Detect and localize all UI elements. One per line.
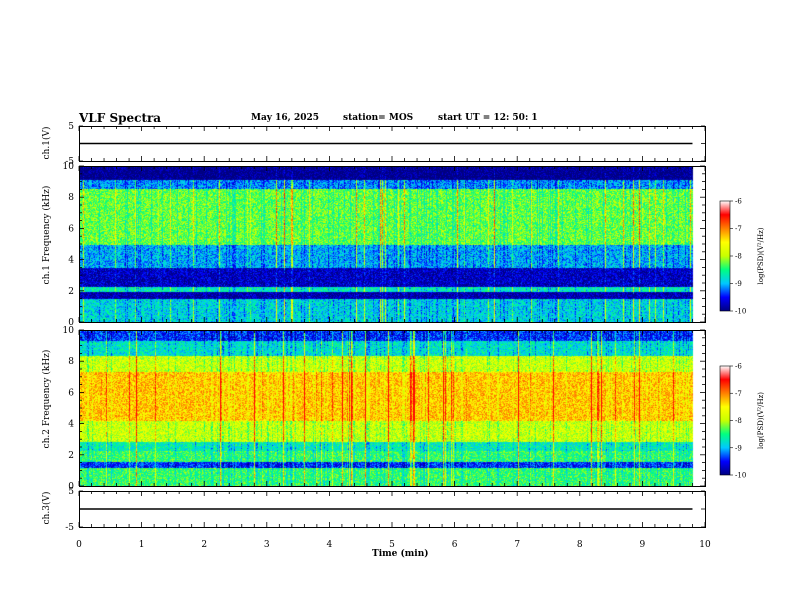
y-tick-label: 10 [63,162,75,172]
colorbar [719,200,731,312]
y-tick-label: 0 [68,482,74,492]
colorbar-label: log(PSD)(V²/Hz) [757,227,765,284]
colorbar-tick-label: -10 [735,308,746,316]
colorbar-label: log(PSD)(V²/Hz) [757,392,765,449]
y-tick-label: 6 [68,388,74,398]
y-tick-label: 2 [68,287,74,297]
ch2-spectrogram-image [80,331,694,486]
y-tick-label: 4 [68,420,74,430]
colorbar-tick-label: -10 [735,472,746,480]
station-label: station= MOS [343,113,414,123]
x-tick-label: 0 [76,540,82,550]
colorbar-tick-label: -9 [735,280,742,288]
colorbar-tick-label: -8 [735,417,742,425]
y-tick-label: 5 [68,122,74,132]
colorbar [719,365,731,476]
y-tick-label: -5 [65,523,74,533]
y-tick-label: 8 [68,193,74,203]
y-tick-label: 2 [68,451,74,461]
y-tick-label: 6 [68,224,74,234]
start-time-label: start UT = 12: 50: 1 [438,113,538,123]
ch1-spectrogram-image [80,167,694,322]
date-label: May 16, 2025 [251,113,319,123]
y-tick-label: 10 [63,326,75,336]
x-tick-label: 10 [699,540,711,550]
x-axis-label: Time (min) [372,549,429,559]
x-tick-label: 7 [514,540,520,550]
y-tick-label: 8 [68,357,74,367]
ch1-spectrogram-panel [79,166,706,323]
y-tick-label: 0 [68,318,74,328]
ch2-spectrogram-panel [79,330,706,487]
x-tick-label: 2 [201,540,207,550]
x-tick-label: 8 [577,540,583,550]
colorbar-tick-label: -6 [735,198,742,206]
colorbar-tick-label: -7 [735,225,742,233]
x-tick-label: 1 [139,540,145,550]
y-tick-label: -5 [65,157,74,167]
colorbar-tick-label: -6 [735,363,742,371]
x-tick-label: 4 [327,540,333,550]
colorbar-tick-label: -7 [735,390,742,398]
x-tick-label: 5 [389,540,395,550]
colorbar-tick-label: -8 [735,253,742,261]
x-tick-label: 6 [452,540,458,550]
chart-title: VLF Spectra [79,111,162,125]
colorbar-tick-label: -9 [735,444,742,452]
y-tick-label: 4 [68,256,74,266]
x-tick-label: 3 [264,540,270,550]
y-tick-label: 5 [68,487,74,497]
x-tick-label: 9 [640,540,646,550]
